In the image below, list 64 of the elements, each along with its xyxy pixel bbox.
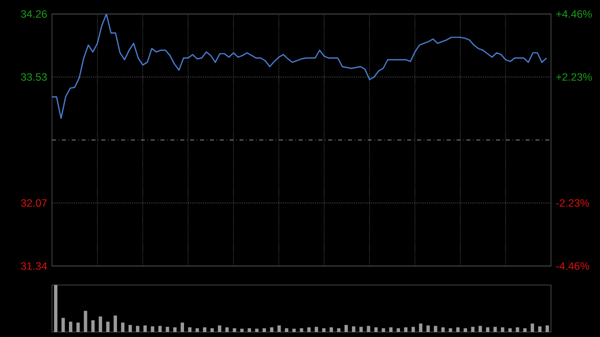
bar [359, 326, 363, 332]
bar [98, 316, 102, 332]
bar [464, 328, 468, 332]
bar [121, 322, 124, 332]
bar [128, 324, 132, 332]
bar [456, 327, 460, 332]
bar [508, 328, 512, 332]
bar [412, 326, 415, 332]
bar [232, 328, 236, 332]
bar [486, 327, 490, 332]
bar [196, 328, 199, 332]
bar [382, 328, 386, 332]
bar [493, 326, 497, 332]
bar [448, 328, 452, 332]
y-tick-label: 31.34 [20, 262, 47, 270]
bar [404, 327, 408, 332]
bar [418, 324, 422, 332]
bar [426, 325, 430, 332]
bar [389, 327, 393, 332]
bar [500, 327, 504, 332]
bar [277, 325, 281, 332]
bar [523, 328, 527, 332]
y-tick-label: 33.53 [20, 73, 47, 81]
bar [68, 322, 72, 332]
y2-tick-label: -4.46% [556, 262, 590, 270]
bar [248, 328, 252, 332]
bar [218, 325, 222, 332]
bar [530, 324, 534, 332]
bar [314, 326, 318, 332]
y2-tick-label: +2.23% [556, 73, 592, 81]
bar [478, 326, 482, 332]
bar [270, 327, 274, 332]
bar [91, 320, 95, 332]
bar [188, 327, 192, 332]
bar [284, 328, 288, 332]
bar [62, 318, 65, 332]
bar [76, 322, 80, 332]
bar [337, 328, 340, 332]
bar [396, 328, 400, 332]
bar [538, 326, 542, 332]
bar [210, 328, 214, 332]
bar [471, 326, 474, 332]
bar [546, 325, 549, 332]
bar [240, 328, 244, 332]
bar [330, 327, 333, 332]
bar [262, 328, 266, 332]
bar [344, 324, 348, 332]
bar [203, 327, 206, 332]
bar [106, 322, 110, 332]
y-tick-label: 32.07 [20, 199, 47, 207]
bar [322, 328, 326, 332]
bar [54, 284, 58, 332]
y2-tick-label: +4.46% [556, 10, 592, 18]
bar [180, 322, 184, 332]
bar [255, 328, 258, 332]
bar [352, 326, 356, 332]
bar [114, 316, 117, 332]
bar [143, 325, 147, 332]
bar [292, 328, 296, 332]
bar [136, 326, 140, 332]
y-tick-label: 34.26 [20, 10, 47, 18]
bar [300, 328, 304, 332]
bar [173, 327, 177, 332]
y2-tick-label: -2.23% [556, 199, 590, 207]
